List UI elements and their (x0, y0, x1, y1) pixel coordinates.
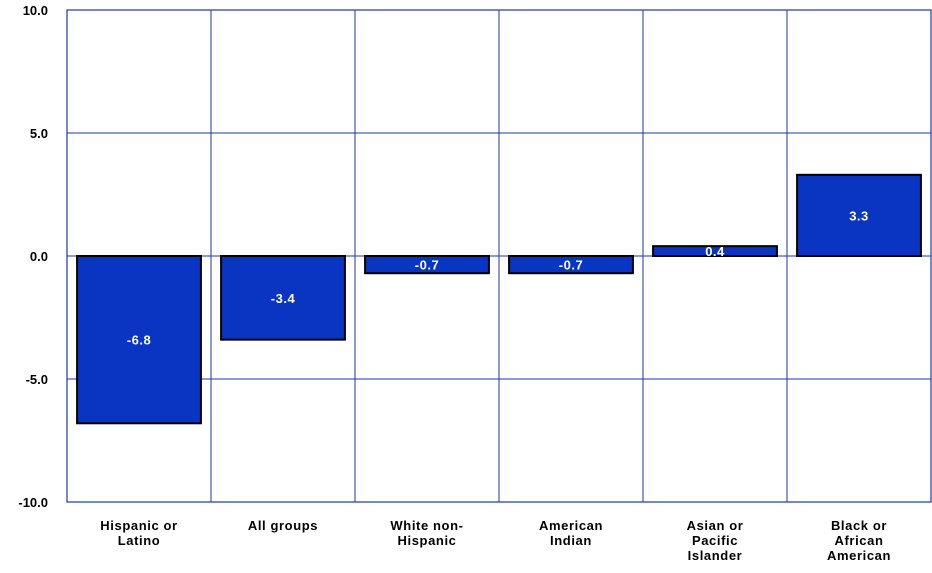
x-axis: Hispanic or Latino All groups White non-His… (100, 518, 891, 563)
x-tick-label: American Indian (539, 518, 603, 548)
y-tick-label: -5.0 (26, 372, 48, 387)
data-label: 3.3 (849, 208, 869, 223)
data-label: -0.7 (559, 258, 583, 273)
x-tick-label: Black or African American (827, 518, 891, 563)
bar (76, 255, 202, 425)
bar (364, 255, 490, 275)
data-label: -0.7 (415, 258, 439, 273)
bar (220, 255, 346, 341)
plot-area (66, 9, 932, 503)
bars: -6.8 -3.4 -0.7 -0.7 0.4 3.3 (76, 173, 922, 425)
data-label: -3.4 (271, 291, 296, 306)
x-tick-label: White non-Hispanic (390, 518, 463, 548)
bar (796, 173, 922, 258)
data-label: -6.8 (127, 333, 151, 348)
y-tick-label: 0.0 (30, 249, 48, 264)
y-tick-label: 10.0 (23, 3, 48, 18)
x-tick-label: Asian or Pacific Islander (687, 518, 744, 563)
y-axis: 10.0 5.0 0.0 -5.0 -10.0 (18, 3, 48, 510)
y-tick-label: -10.0 (18, 495, 48, 510)
x-tick-label: All groups (248, 518, 318, 533)
bar (652, 245, 778, 258)
y-tick-label: 5.0 (30, 126, 48, 141)
bar (508, 255, 634, 275)
data-label: 0.4 (705, 244, 725, 259)
x-tick-label: Hispanic or Latino (100, 518, 177, 548)
